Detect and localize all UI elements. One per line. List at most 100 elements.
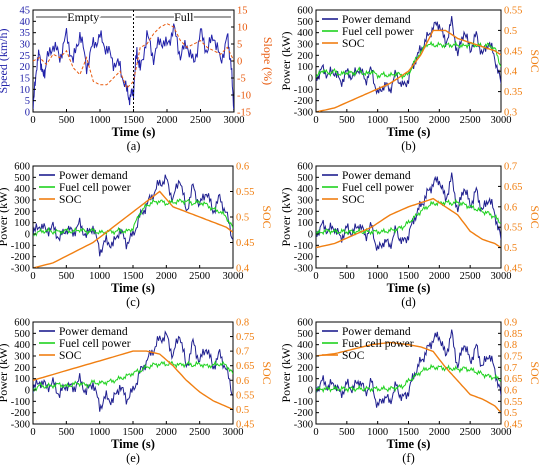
series-line-speed [33, 23, 234, 112]
annotation-empty: Empty [67, 10, 99, 24]
y-axis-title: Power (kW) [279, 344, 293, 403]
y-tick-label: 200 [297, 363, 313, 374]
legend-label: SOC [342, 38, 365, 50]
y2-tick-label: 0.75 [504, 352, 522, 363]
x-tick-label: 1500 [123, 115, 144, 126]
y2-tick-label: 0.65 [504, 374, 522, 385]
legend-label: Power demand [342, 326, 411, 338]
y-tick-label: 100 [14, 374, 30, 385]
annotation-full: Full [174, 10, 194, 24]
y2-tick-label: 0.35 [504, 87, 522, 98]
y-tick-label: 200 [297, 51, 313, 62]
legend-label: SOC [59, 350, 82, 362]
x-axis-title: Time (s) [111, 281, 155, 295]
y2-tick-label: 10 [237, 23, 248, 34]
y-tick-label: -300 [294, 108, 313, 119]
x-axis-title: Time (s) [387, 437, 431, 451]
y2-tick-label: 0.7 [504, 363, 517, 374]
y2-tick-label: 0.7 [504, 162, 517, 173]
y2-axis-title: SOC [260, 361, 274, 384]
y2-tick-label: 0.55 [236, 187, 254, 198]
legend-label: Fuel cell power [342, 26, 414, 38]
x-tick-label: 1500 [123, 427, 144, 438]
y-tick-label: 400 [297, 184, 313, 195]
y-tick-label: -200 [294, 408, 313, 419]
y-tick-label: 400 [297, 340, 313, 351]
y-tick-label: -200 [11, 252, 30, 263]
x-tick-label: 500 [339, 271, 355, 282]
y-tick-label: 30 [20, 40, 31, 51]
y-tick-label: -100 [11, 397, 30, 408]
x-tick-label: 2000 [429, 271, 450, 282]
legend-label: Power demand [342, 170, 411, 182]
series-line-fuel-cell-power [33, 360, 233, 393]
y2-tick-label: 0.8 [236, 318, 249, 329]
x-tick-label: 2000 [429, 427, 450, 438]
panel-label: (c) [126, 295, 140, 309]
x-tick-label: 3000 [491, 271, 512, 282]
legend-label: SOC [342, 194, 365, 206]
x-tick-label: 2500 [460, 271, 481, 282]
chart-panel-3: 0 500 1000 1500 2000 2500 3000-300-200-1000100… [0, 162, 274, 310]
y2-tick-label: 0.6 [504, 202, 517, 213]
y-tick-label: -100 [294, 397, 313, 408]
y-tick-label: 200 [14, 207, 30, 218]
legend-label: SOC [342, 350, 365, 362]
y-tick-label: 10 [20, 85, 31, 96]
panel-label: (f) [402, 451, 415, 465]
series-line-fuel-cell-power [316, 198, 501, 236]
chart-panel-5: 0 500 1000 1500 2000 2500 3000-300-200-1000100… [0, 318, 274, 466]
x-tick-label: 500 [339, 427, 355, 438]
series-line-power-demand [316, 15, 501, 96]
y2-tick-label: 0.3 [504, 108, 517, 119]
x-tick-label: 2500 [189, 271, 210, 282]
y-tick-label: 300 [297, 196, 313, 207]
y-tick-label: -300 [294, 264, 313, 275]
y2-tick-label: 0.75 [236, 332, 254, 343]
y-tick-label: 0 [25, 108, 30, 119]
x-axis-title: Time (s) [112, 125, 156, 139]
y-tick-label: -100 [11, 241, 30, 252]
y2-tick-label: 0.5 [236, 405, 249, 416]
y2-tick-label: 0.5 [236, 213, 249, 224]
x-tick-label: 3000 [224, 115, 245, 126]
y2-tick-label: 0 [237, 57, 242, 68]
chart-panel-6: 0 500 1000 1500 2000 2500 3000-300-200-1000100… [279, 318, 542, 466]
y2-tick-label: 0.55 [504, 397, 522, 408]
y-tick-label: -300 [11, 264, 30, 275]
y-tick-label: 15 [20, 74, 31, 85]
panel-label: (a) [127, 139, 141, 153]
x-tick-label: 2000 [429, 115, 450, 126]
x-tick-label: 500 [58, 427, 74, 438]
y-tick-label: 5 [25, 96, 30, 107]
y2-tick-label: 0.55 [236, 390, 254, 401]
series-line-soc [316, 29, 501, 112]
series-line-slope [33, 23, 234, 90]
y-tick-label: 600 [297, 318, 313, 329]
x-tick-label: 0 [30, 271, 35, 282]
y-tick-label: 500 [14, 329, 30, 340]
x-tick-label: 3000 [223, 271, 244, 282]
x-tick-label: 1500 [398, 427, 419, 438]
panel-label: (e) [126, 451, 140, 465]
y2-tick-label: 0.8 [504, 340, 517, 351]
y-tick-label: 25 [20, 51, 31, 62]
series-line-soc [33, 350, 233, 411]
y2-tick-label: 0.45 [504, 420, 522, 431]
series-line-power-demand [33, 330, 233, 412]
series-layer [316, 172, 501, 251]
x-tick-label: 1000 [367, 115, 388, 126]
y-tick-label: -100 [294, 85, 313, 96]
y2-tick-label: 0.55 [504, 223, 522, 234]
x-tick-label: 500 [339, 115, 355, 126]
x-tick-label: 3000 [491, 427, 512, 438]
y-tick-label: 600 [14, 162, 30, 173]
x-tick-label: 2500 [190, 115, 211, 126]
legend-label: Fuel cell power [342, 338, 414, 350]
y-tick-label: -100 [294, 241, 313, 252]
